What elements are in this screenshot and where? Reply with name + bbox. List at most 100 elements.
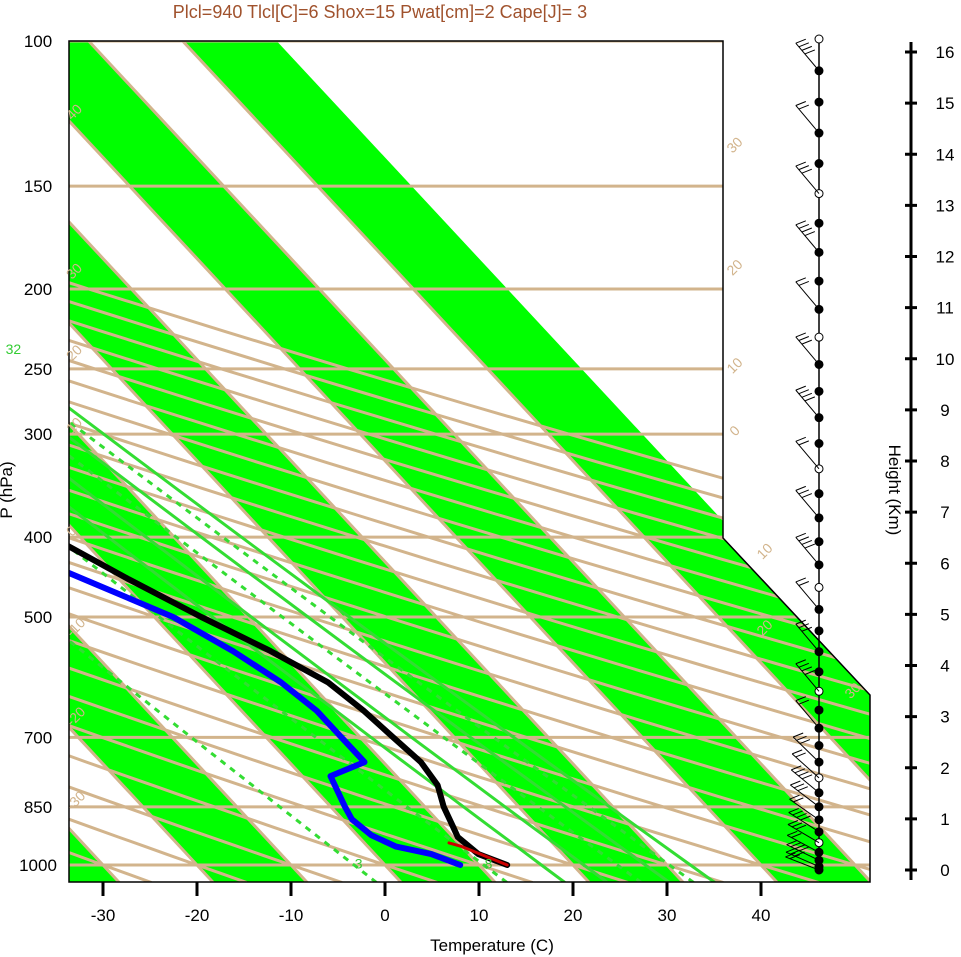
wind-barb-feather bbox=[801, 45, 813, 51]
wind-barb-feather bbox=[795, 619, 806, 625]
wind-level-dot bbox=[814, 97, 824, 107]
temperature-band bbox=[182, 41, 870, 882]
wind-barb-feather bbox=[798, 104, 810, 110]
wind-level-dot bbox=[814, 537, 824, 547]
wind-barb-staff bbox=[785, 851, 820, 868]
temperature-tick-label: 10 bbox=[470, 906, 489, 925]
temperature-tick-label: -20 bbox=[185, 906, 210, 925]
isotherm-line bbox=[181, 41, 870, 882]
wind-barb-feather bbox=[795, 696, 806, 702]
y-axis-title: P (hPa) bbox=[0, 461, 16, 518]
wind-barb-feather bbox=[804, 396, 816, 402]
x-axis-title: Temperature (C) bbox=[430, 936, 554, 955]
wind-barb-feather bbox=[801, 774, 813, 780]
mixing-ratio-line bbox=[69, 367, 671, 882]
wind-barb-feather bbox=[801, 493, 813, 499]
wind-barb-feather bbox=[795, 436, 806, 442]
wind-barb-feather bbox=[798, 623, 810, 629]
wind-level-dot bbox=[814, 332, 824, 342]
wind-barb-staff bbox=[795, 623, 820, 652]
height-tick-label: 1 bbox=[940, 810, 949, 829]
svg-text:Height (Km): Height (Km) bbox=[885, 445, 904, 536]
dry-adiabat bbox=[69, 41, 870, 882]
wind-barb-feather bbox=[804, 543, 816, 549]
wind-barb-staff bbox=[787, 834, 820, 853]
wind-barb-feather bbox=[790, 780, 801, 786]
wind-barb-staff bbox=[789, 798, 820, 821]
isotherm-line bbox=[69, 41, 779, 882]
wind-barb-staff bbox=[795, 281, 820, 310]
dry-adiabat bbox=[69, 41, 870, 882]
dry-adiabat bbox=[69, 41, 870, 882]
mixing-ratio-line bbox=[69, 367, 566, 882]
wind-barb-feather bbox=[787, 830, 798, 836]
parcel-series bbox=[447, 841, 509, 867]
wind-barb-feather bbox=[794, 844, 806, 850]
wind-barb-feather bbox=[787, 820, 799, 825]
wind-level-dot bbox=[814, 439, 824, 449]
wind-barb-staff bbox=[795, 663, 820, 692]
height-tick-label: 10 bbox=[936, 350, 955, 369]
svg-text:P (hPa): P (hPa) bbox=[0, 461, 16, 518]
wind-barb-feather bbox=[790, 842, 801, 848]
wind-barb-feather bbox=[798, 699, 810, 705]
dry-adiabat bbox=[69, 41, 870, 882]
dry-adiabat bbox=[69, 41, 870, 882]
wind-barb-feather bbox=[804, 49, 816, 55]
dry-adiabat bbox=[69, 41, 870, 882]
plot-frame bbox=[68, 40, 871, 883]
mixing-ratio-label: 32 bbox=[6, 341, 22, 357]
wind-barb-feather bbox=[791, 833, 802, 838]
wind-barb-staff bbox=[795, 490, 820, 519]
parcel-line bbox=[447, 841, 509, 867]
wind-barb-feather bbox=[793, 783, 805, 789]
height-tick-label: 4 bbox=[940, 657, 949, 676]
wind-barb-staff bbox=[792, 736, 820, 763]
temperature-band bbox=[69, 41, 496, 882]
isotherm-line bbox=[69, 41, 309, 882]
dry-adiabat bbox=[69, 41, 870, 882]
wind-barb-feather bbox=[795, 220, 806, 226]
pressure-tick-label: 500 bbox=[24, 608, 52, 627]
dry-adiabat bbox=[69, 41, 870, 882]
pressure-tick-label: 150 bbox=[24, 177, 52, 196]
pressure-axis: 100 150 200 250 300 400 500 700 850 1000 bbox=[19, 32, 57, 875]
wind-barb-feather bbox=[804, 231, 816, 237]
wind-level-dot bbox=[814, 386, 824, 396]
dry-adiabat bbox=[69, 41, 870, 882]
temperature-tick-label: 40 bbox=[752, 906, 771, 925]
chart-title: Plcl=940 Tlcl[C]=6 Shox=15 Pwat[cm]=2 Ca… bbox=[173, 2, 587, 22]
temperature-tick-label: 20 bbox=[564, 906, 583, 925]
wind-level-dot bbox=[814, 582, 824, 592]
temperature-line bbox=[69, 41, 511, 868]
height-tick-label: 5 bbox=[940, 605, 949, 624]
height-tick-label: 9 bbox=[940, 401, 949, 420]
temperature-axis: -30 -20 -10 0 10 20 30 40 bbox=[91, 882, 771, 925]
wind-barb-feather bbox=[795, 752, 806, 758]
wind-barb-feather bbox=[796, 812, 807, 818]
height-tick-label: 3 bbox=[940, 708, 949, 727]
wind-barb-feather bbox=[795, 277, 806, 283]
isotherm-line bbox=[69, 41, 215, 882]
wind-barb-feather bbox=[786, 840, 797, 846]
wind-barb-feather bbox=[798, 440, 810, 446]
wind-barb-feather bbox=[792, 810, 803, 816]
wind-barb-staff bbox=[795, 105, 820, 134]
dry-adiabat bbox=[69, 41, 438, 882]
height-tick-label: 13 bbox=[936, 196, 955, 215]
wind-level-dot bbox=[814, 276, 824, 286]
height-tick-label: 16 bbox=[936, 43, 955, 62]
wind-level-dot bbox=[814, 489, 824, 499]
isotherm-lines bbox=[69, 41, 870, 882]
pressure-tick-label: 250 bbox=[24, 360, 52, 379]
wind-level-dot bbox=[814, 667, 824, 677]
wind-barb-feather bbox=[795, 385, 806, 391]
wind-level-dot bbox=[814, 741, 824, 751]
dry-adiabat bbox=[69, 41, 343, 882]
wind-barb-feather bbox=[789, 794, 800, 800]
wind-barb-feather bbox=[795, 38, 806, 44]
mixing-ratio-line bbox=[69, 367, 695, 882]
isotherm-line bbox=[69, 41, 685, 882]
wind-barb-feather bbox=[795, 659, 806, 665]
